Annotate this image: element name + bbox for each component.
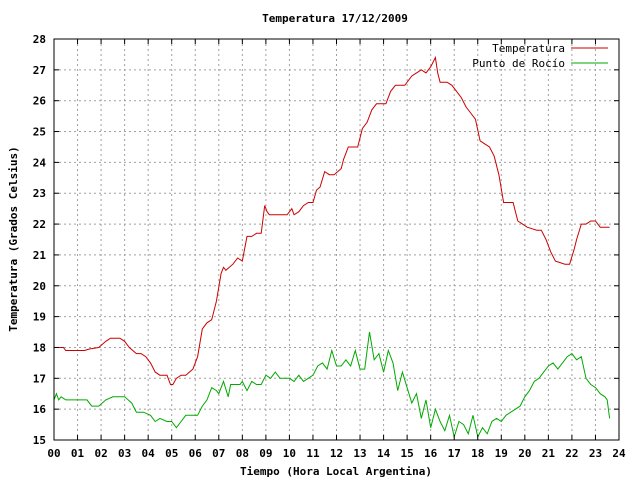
x-tick-label: 15: [401, 447, 414, 460]
y-tick-label: 25: [33, 126, 46, 139]
grid-lines: [54, 39, 619, 440]
x-tick-label: 09: [259, 447, 272, 460]
y-tick-label: 28: [33, 33, 46, 46]
x-tick-label: 06: [189, 447, 203, 460]
y-tick-label: 18: [33, 341, 46, 354]
y-tick-label: 20: [33, 280, 46, 293]
y-tick-label: 22: [33, 218, 46, 231]
y-tick-label: 16: [33, 403, 47, 416]
x-tick-label: 19: [495, 447, 508, 460]
x-tick-label: 17: [448, 447, 461, 460]
x-tick-label: 11: [306, 447, 320, 460]
x-tick-label: 14: [377, 447, 391, 460]
axis-ticks: 15 16 17 18 19 20 21 22 23 24 25 26 27 28 00 01 02 03 04 05…: [33, 33, 626, 460]
x-tick-label: 13: [353, 447, 366, 460]
series-line-temperatura: [54, 55, 610, 385]
x-tick-label: 16: [424, 447, 438, 460]
y-tick-label: 24: [33, 156, 47, 169]
x-tick-label: 21: [542, 447, 556, 460]
legend-label-temperatura: Temperatura: [492, 42, 565, 55]
x-tick-label: 12: [330, 447, 343, 460]
series-line-punto-de-rocio: [53, 331, 611, 439]
x-tick-label: 01: [71, 447, 85, 460]
x-tick-label: 04: [142, 447, 156, 460]
y-tick-label: 15: [33, 434, 46, 447]
y-tick-label: 26: [33, 95, 47, 108]
legend: Temperatura Punto de Rocío: [472, 42, 608, 70]
chart-title: Temperatura 17/12/2009: [262, 12, 408, 25]
x-tick-label: 22: [565, 447, 578, 460]
y-tick-label: 17: [33, 372, 46, 385]
legend-label-punto-de-rocio: Punto de Rocío: [472, 57, 565, 70]
x-tick-label: 10: [283, 447, 296, 460]
x-tick-label: 02: [94, 447, 107, 460]
x-tick-label: 07: [212, 447, 225, 460]
series-lines: [53, 55, 611, 439]
x-tick-label: 00: [47, 447, 60, 460]
x-tick-label: 24: [612, 447, 626, 460]
y-tick-label: 23: [33, 187, 46, 200]
y-tick-label: 19: [33, 311, 46, 324]
y-tick-label: 27: [33, 64, 46, 77]
y-tick-label: 21: [33, 249, 47, 262]
x-tick-label: 23: [589, 447, 602, 460]
x-axis-label: Tiempo (Hora Local Argentina): [240, 465, 432, 478]
x-tick-label: 05: [165, 447, 178, 460]
x-tick-label: 20: [518, 447, 531, 460]
x-tick-label: 08: [236, 447, 249, 460]
x-tick-label: 18: [471, 447, 484, 460]
x-tick-label: 03: [118, 447, 131, 460]
y-axis-label: Temperatura (Grados Celsius): [7, 146, 20, 331]
